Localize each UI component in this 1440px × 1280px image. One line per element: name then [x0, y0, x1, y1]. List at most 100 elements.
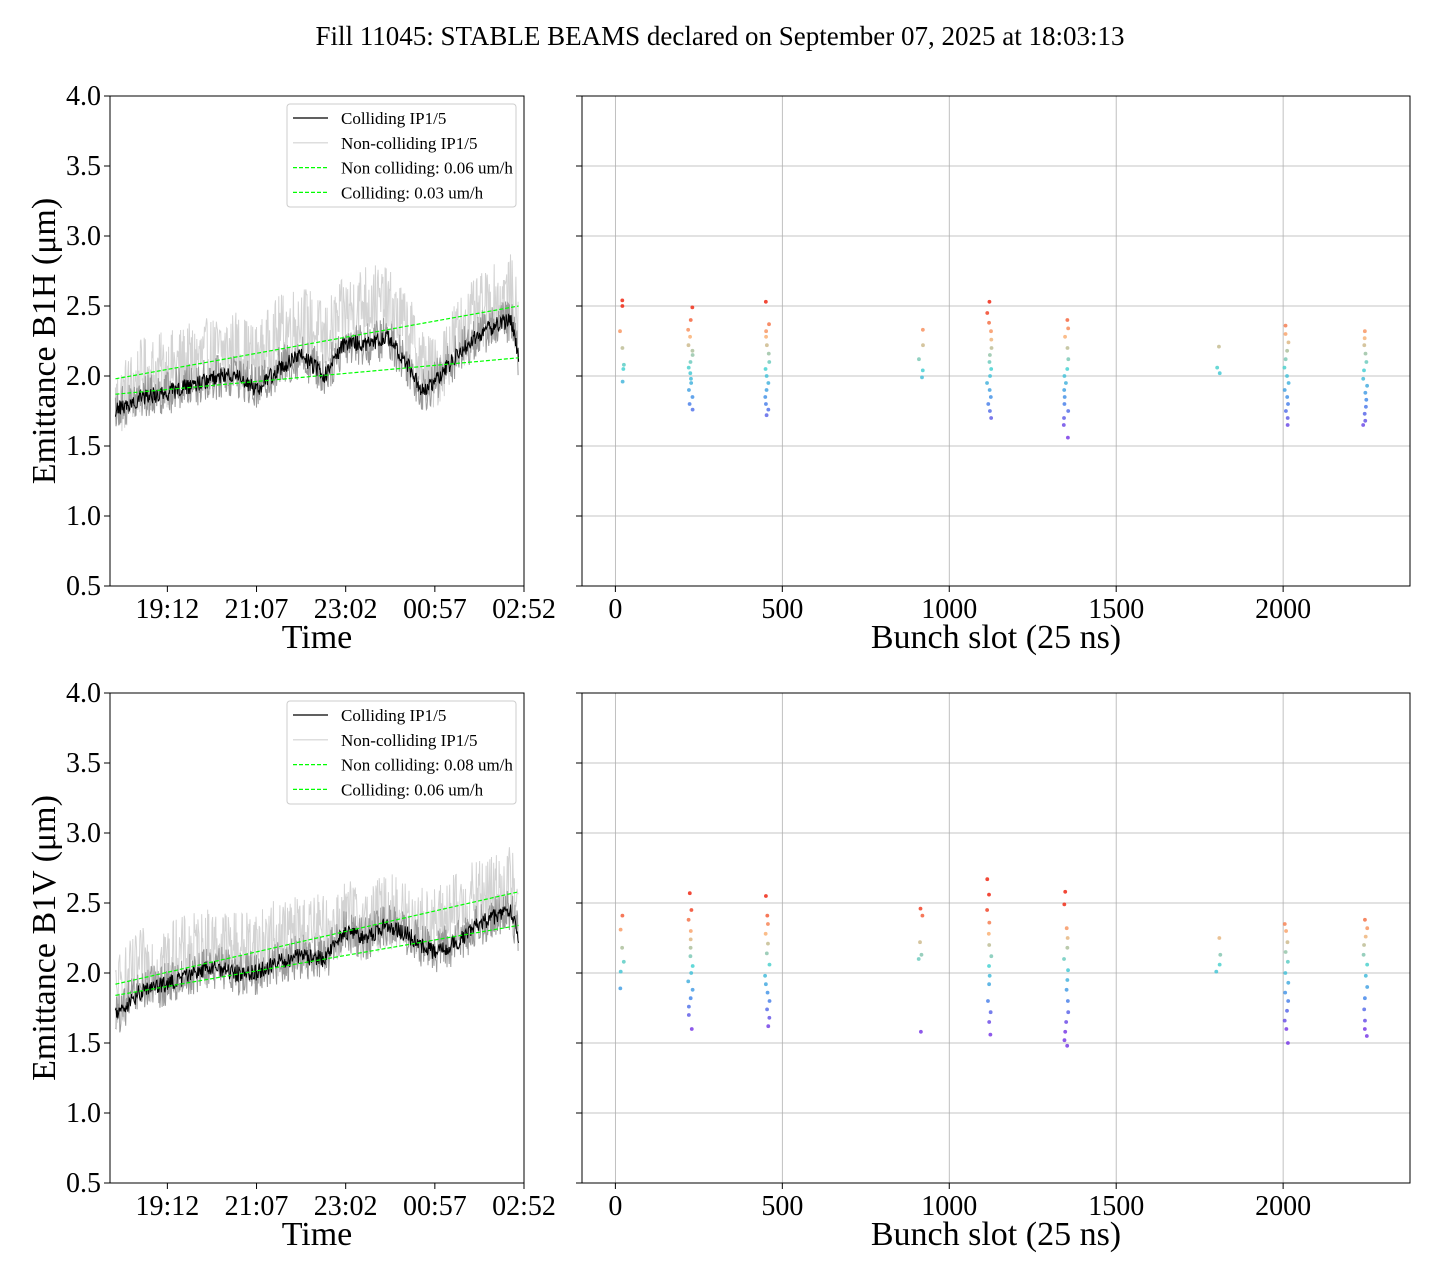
- bunch-point: [767, 962, 772, 967]
- bunch-point: [988, 1010, 993, 1015]
- legend-box: [286, 700, 517, 805]
- bunch-point: [764, 402, 768, 406]
- bunch-point: [989, 346, 994, 350]
- bunch-point: [1362, 329, 1367, 334]
- bunch-point: [688, 360, 693, 364]
- bunch-point: [767, 322, 771, 327]
- bunch-point: [1282, 388, 1287, 392]
- bunch-point: [690, 395, 695, 399]
- axes-frame: [581, 95, 1411, 587]
- bunch-point: [1285, 395, 1290, 399]
- bunch-point: [1282, 365, 1287, 370]
- bunch-point: [618, 927, 623, 932]
- bunch-point: [920, 375, 924, 380]
- bunch-point: [1283, 990, 1288, 995]
- bunch-point: [1217, 936, 1222, 940]
- bunch-point: [1066, 326, 1071, 331]
- x-tick-label: 23:02: [314, 594, 378, 625]
- bunch-point: [620, 379, 625, 384]
- bunch-point: [916, 957, 921, 961]
- bunch-point: [1362, 368, 1366, 373]
- bunch-panel-bottom-right: 0 500 1000 1500 2000 Bunch slot (25 ns): [576, 692, 1411, 1253]
- bunch-point: [690, 348, 695, 353]
- legend-entry: Colliding: 0.03 um/h: [341, 183, 484, 202]
- bunch-point: [987, 920, 992, 925]
- bunch-point: [1286, 980, 1291, 985]
- bunch-point: [985, 877, 990, 882]
- bunch-point: [987, 964, 991, 968]
- x-tick-label: 02:52: [492, 594, 556, 625]
- bunch-point: [989, 367, 994, 371]
- bunch-point: [1283, 357, 1288, 362]
- bunch-point: [689, 376, 693, 381]
- bunch-point: [985, 381, 989, 385]
- x-tick-label: 1500: [1088, 594, 1144, 625]
- y-tick-label: 0.5: [66, 571, 101, 602]
- bunch-point: [1285, 348, 1290, 353]
- bunch-point: [764, 951, 769, 956]
- scatter-points: [618, 877, 1370, 1048]
- bunch-point: [1062, 388, 1067, 392]
- bunch-point: [988, 1032, 993, 1037]
- bunch-point: [765, 913, 770, 918]
- bunch-point: [986, 402, 991, 406]
- legend-entry: Non colliding: 0.08 um/h: [341, 756, 513, 775]
- y-tick-label: 3.5: [66, 151, 101, 182]
- bunch-point: [1286, 402, 1290, 406]
- bunch-point: [688, 371, 693, 376]
- x-tick-label: 21:07: [225, 1191, 289, 1222]
- bunch-point: [918, 1029, 923, 1034]
- bunch-point: [620, 346, 625, 350]
- bunch-point: [767, 999, 772, 1003]
- bunch-point: [987, 360, 992, 364]
- bunch-point: [920, 327, 925, 332]
- bunch-point: [620, 298, 625, 303]
- bunch-point: [1065, 936, 1070, 940]
- bunch-point: [765, 1007, 769, 1012]
- bunch-point: [1065, 318, 1070, 322]
- bunch-point: [1065, 1043, 1070, 1048]
- bunch-point: [1286, 1041, 1290, 1045]
- bunch-point: [1063, 889, 1068, 894]
- bunch-point: [764, 374, 769, 378]
- bunch-point: [1362, 943, 1366, 947]
- bunch-point: [1064, 926, 1069, 931]
- x-tick-label: 1500: [1088, 1191, 1144, 1222]
- bunch-point: [688, 937, 693, 942]
- x-tick-label: 21:07: [225, 594, 289, 625]
- bunch-point: [920, 913, 925, 918]
- bunch-point: [688, 929, 693, 933]
- legend-box: [286, 103, 517, 208]
- bunch-point: [766, 351, 771, 356]
- bunch-point: [688, 954, 693, 959]
- bunch-point: [1361, 376, 1366, 381]
- colliding-series-line: [114, 904, 520, 1019]
- time-panel-top-left: 0.5 1.0 1.5 2.0 2.5 3.0 3.5 4.0 19:12 21:07 23:02 0…: [26, 81, 556, 656]
- bunch-point: [1065, 978, 1070, 982]
- y-tick-label: 4.0: [66, 81, 101, 112]
- x-tick-label: 2000: [1255, 1191, 1311, 1222]
- bunch-point: [1065, 435, 1070, 440]
- bunch-point: [690, 987, 695, 992]
- bunch-point: [1363, 351, 1368, 356]
- bunch-point: [1361, 423, 1366, 427]
- bunch-point: [989, 337, 994, 342]
- legend-entry: Colliding: 0.06 um/h: [341, 780, 484, 799]
- bunch-point: [1062, 957, 1066, 961]
- y-axis-title: Emittance B1H (μm): [26, 198, 63, 484]
- bunch-point: [1286, 999, 1291, 1003]
- bunch-point: [764, 894, 768, 898]
- bunch-point: [1362, 1027, 1367, 1031]
- bunch-point: [921, 343, 925, 348]
- bunch-point: [686, 1013, 691, 1017]
- bunch-point: [690, 353, 695, 357]
- bunch-point: [690, 407, 695, 412]
- bunch-point: [1065, 999, 1070, 1003]
- bunch-point: [1365, 926, 1370, 931]
- bunch-point: [1284, 1027, 1289, 1031]
- bunch-point: [689, 1027, 694, 1031]
- y-tick-label: 1.0: [66, 1098, 101, 1129]
- bunch-point: [1364, 360, 1369, 364]
- bunch-point: [766, 381, 771, 385]
